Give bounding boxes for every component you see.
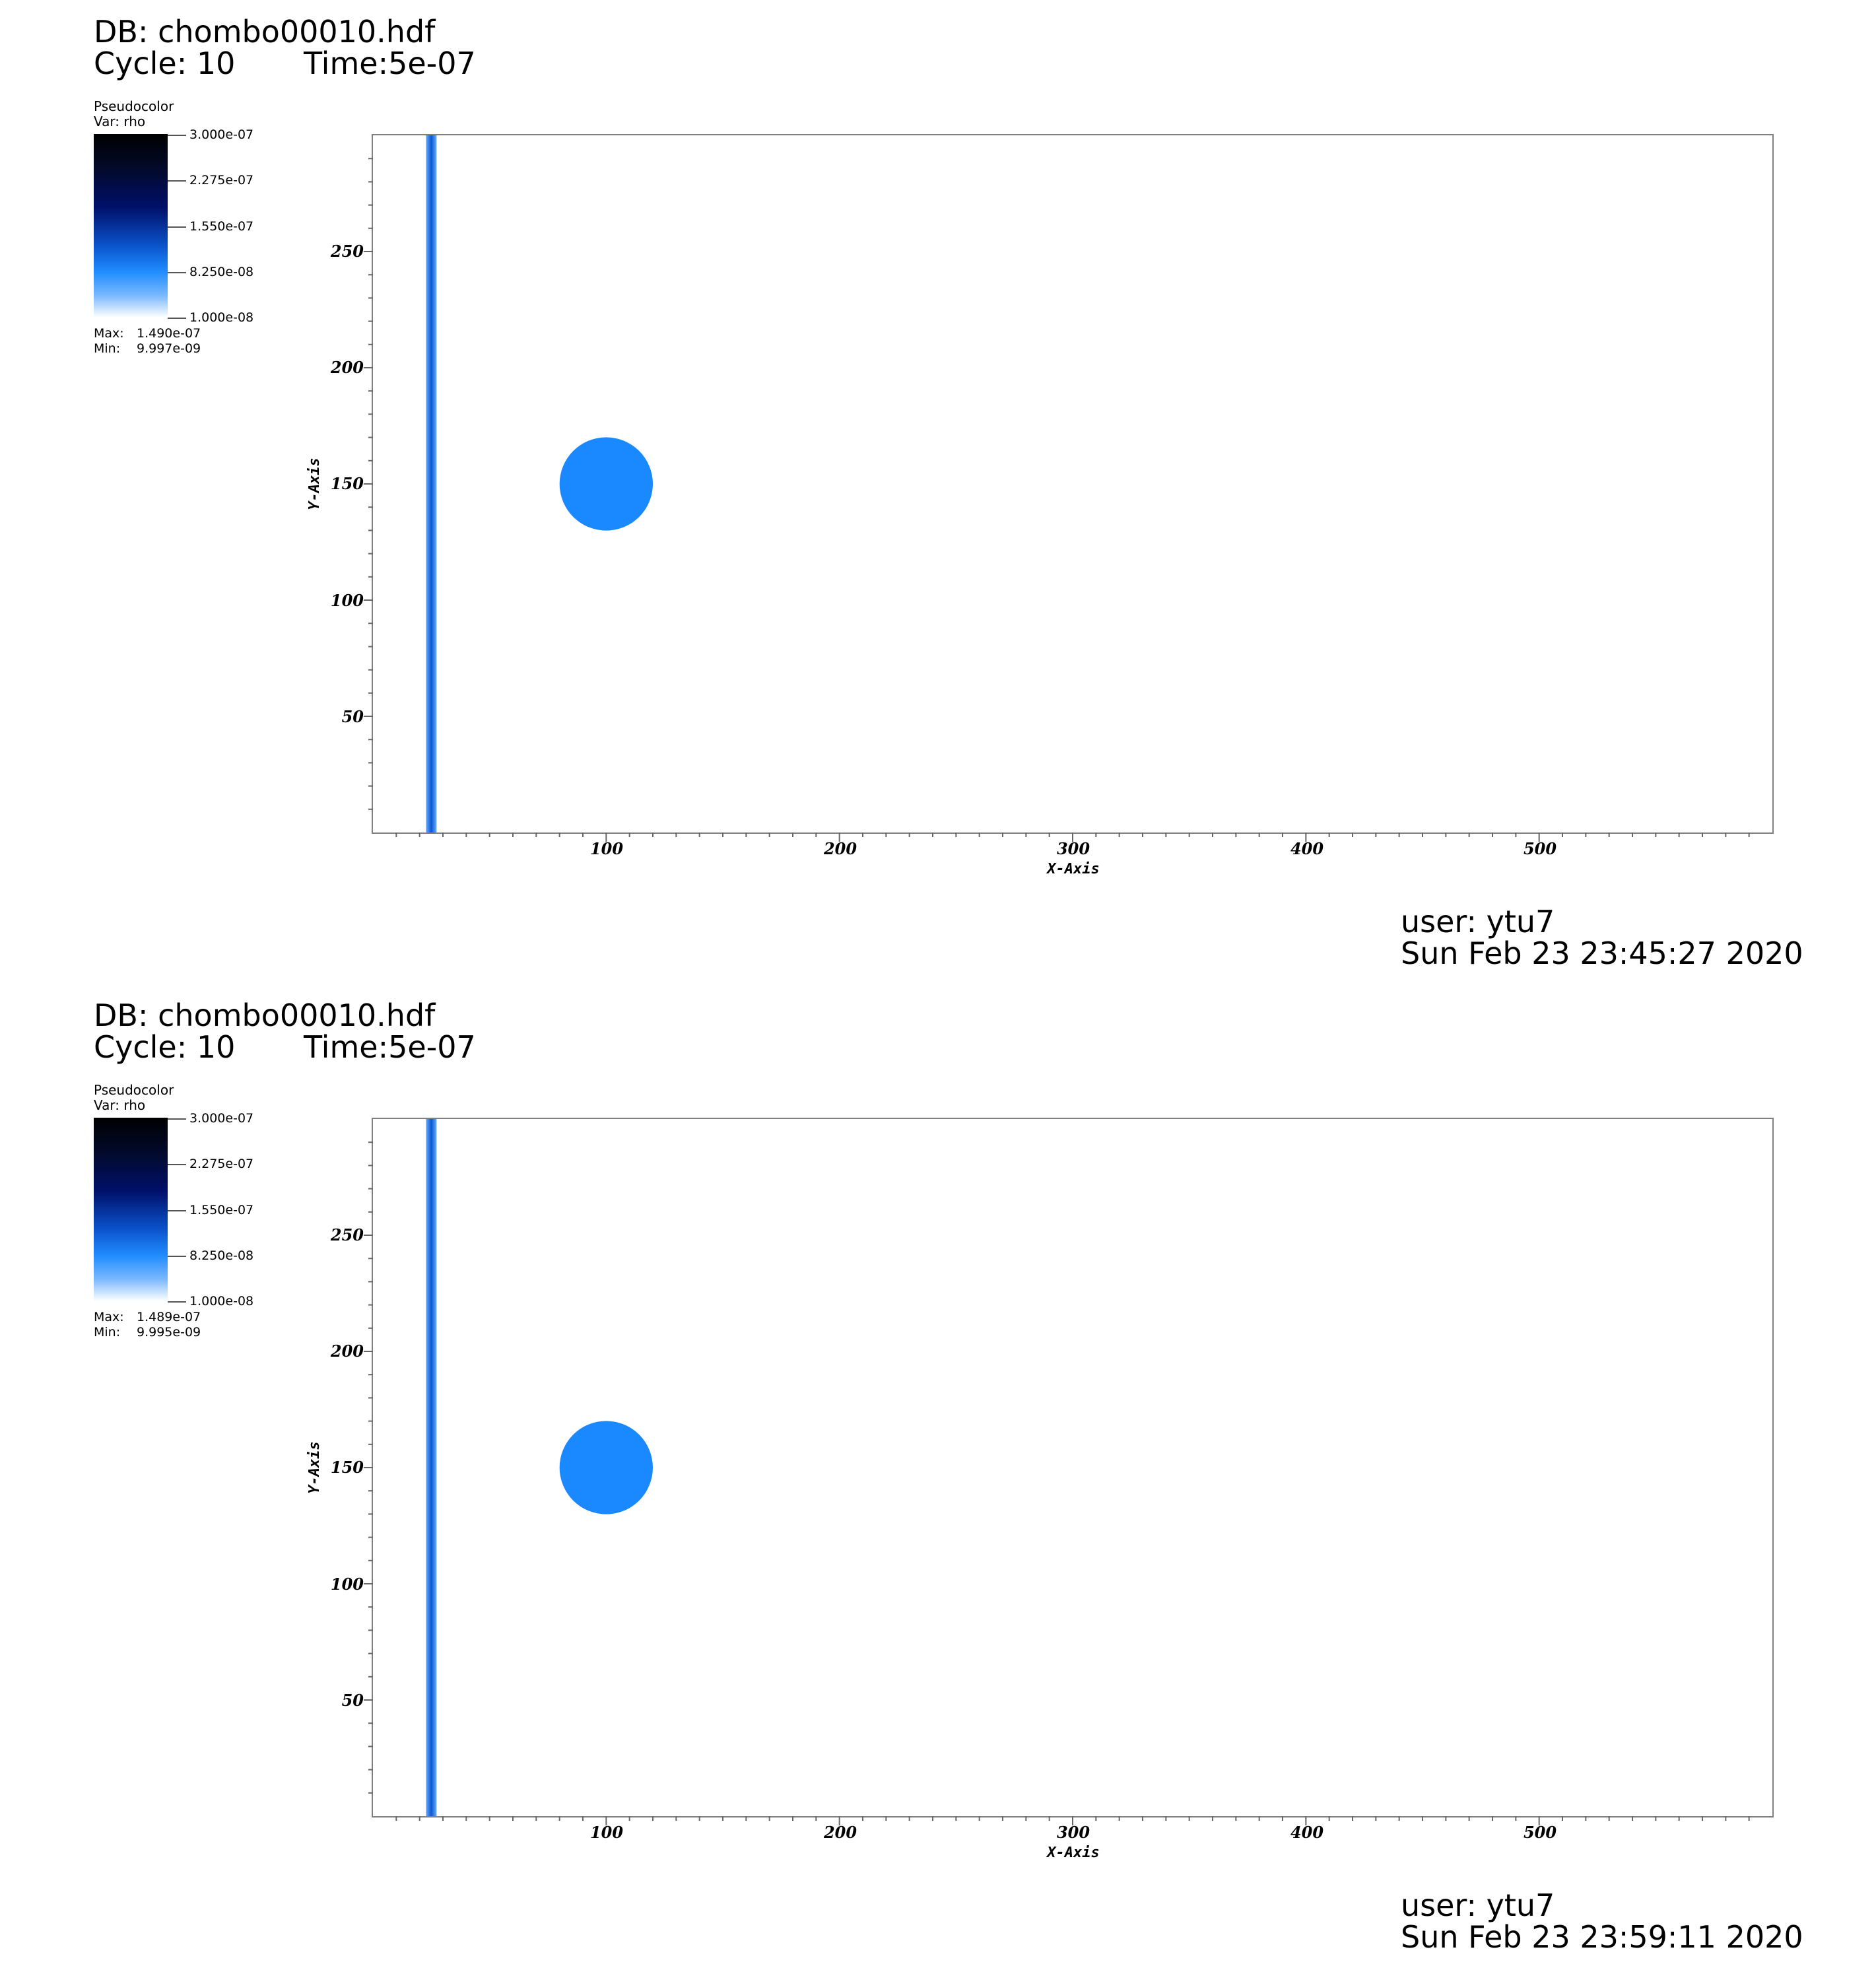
max-value: 1.489e-07 (137, 1310, 201, 1324)
colorbar-label: 1.550e-07 (189, 1203, 254, 1217)
legend-variable: Var: rho (94, 1097, 146, 1113)
cycle-label: Cycle: 10 (94, 1029, 236, 1065)
y-tick-label: 100 (331, 1575, 364, 1594)
colorbar-label: 1.000e-08 (189, 310, 254, 325)
axes: 100 200 300 400 500 X-Axis 50 100 150 20… (306, 158, 1750, 877)
visit-plot-window-1: DB: chombo00010.hdf Cycle: 10 Time:5e-07… (0, 0, 1876, 984)
colorbar-tick (168, 318, 186, 319)
y-tick-label: 200 (330, 358, 364, 377)
colorbar-tick (168, 1210, 186, 1211)
y-tick-label: 50 (342, 1691, 364, 1710)
colorbar (94, 134, 168, 318)
database-title: DB: chombo00010.hdf (94, 14, 436, 50)
colorbar-label: 1.550e-07 (189, 219, 254, 234)
y-tick-label: 250 (330, 242, 364, 261)
colorbar-tick (168, 1118, 186, 1120)
visit-plot-window-2: DB: chombo00010.hdf Cycle: 10 Time:5e-07… (0, 984, 1876, 1967)
y-tick-label: 150 (331, 474, 364, 493)
database-title: DB: chombo00010.hdf (94, 998, 436, 1033)
density-bubble (559, 437, 653, 531)
density-stripe (426, 135, 437, 832)
y-tick-label: 50 (342, 707, 364, 726)
y-axis-title: Y-Axis (306, 1441, 323, 1493)
colorbar-tick (168, 272, 186, 273)
x-axis-title: X-Axis (1046, 861, 1099, 877)
time-label: Time:5e-07 (304, 46, 476, 81)
min-label: Min: (94, 1325, 121, 1340)
colorbar-label: 8.250e-08 (189, 265, 254, 279)
min-label: Min: (94, 341, 121, 356)
y-axis-title: Y-Axis (306, 458, 323, 510)
colorbar-tick (168, 1301, 186, 1303)
colorbar-tick (168, 226, 186, 228)
x-tick-label: 400 (1290, 839, 1323, 858)
plot-canvas (426, 1119, 653, 1816)
legend-variable: Var: rho (94, 114, 146, 129)
date-label: Sun Feb 23 23:59:11 2020 (1401, 1919, 1803, 1955)
x-tick-label: 300 (1057, 1823, 1090, 1842)
x-axis-title: X-Axis (1046, 1845, 1099, 1861)
y-tick-label: 150 (331, 1458, 364, 1477)
x-tick-label: 100 (590, 839, 623, 858)
cycle-label: Cycle: 10 (94, 46, 236, 81)
max-value: 1.490e-07 (137, 326, 201, 341)
density-stripe (426, 1119, 437, 1816)
y-tick-label: 100 (331, 591, 364, 610)
min-value: 9.997e-09 (137, 341, 201, 356)
colorbar-tick (168, 1256, 186, 1257)
user-label: user: ytu7 (1401, 904, 1555, 939)
x-tick-label: 400 (1290, 1823, 1323, 1842)
plot-area[interactable] (372, 134, 1774, 834)
max-label: Max: (94, 1310, 124, 1324)
colorbar-label: 1.000e-08 (189, 1294, 254, 1308)
x-tick-label: 100 (590, 1823, 623, 1842)
x-tick-label: 200 (823, 839, 857, 858)
max-label: Max: (94, 326, 124, 341)
colorbar (94, 1118, 168, 1301)
x-tick-label: 200 (823, 1823, 857, 1842)
date-label: Sun Feb 23 23:45:27 2020 (1401, 935, 1803, 971)
colorbar-tick (168, 135, 186, 136)
legend-title: Pseudocolor (94, 1082, 174, 1098)
user-label: user: ytu7 (1401, 1887, 1555, 1923)
y-tick-label: 200 (330, 1342, 364, 1361)
x-tick-label: 500 (1524, 1823, 1557, 1842)
axes: 100 200 300 400 500 X-Axis 50 100 150 20… (306, 1141, 1750, 1861)
plot-area[interactable] (372, 1118, 1774, 1817)
plot-canvas (426, 135, 653, 832)
time-label: Time:5e-07 (304, 1029, 476, 1065)
colorbar-tick (168, 1164, 186, 1165)
x-tick-label: 500 (1524, 839, 1557, 858)
density-bubble (559, 1421, 653, 1514)
legend-title: Pseudocolor (94, 98, 174, 114)
colorbar-label: 8.250e-08 (189, 1248, 254, 1263)
colorbar-tick (168, 180, 186, 182)
colorbar-label: 2.275e-07 (189, 173, 254, 187)
colorbar-label: 2.275e-07 (189, 1157, 254, 1171)
y-tick-label: 250 (330, 1225, 364, 1244)
colorbar-label: 3.000e-07 (189, 1111, 254, 1126)
min-value: 9.995e-09 (137, 1325, 201, 1340)
x-tick-label: 300 (1057, 839, 1090, 858)
colorbar-label: 3.000e-07 (189, 127, 254, 142)
